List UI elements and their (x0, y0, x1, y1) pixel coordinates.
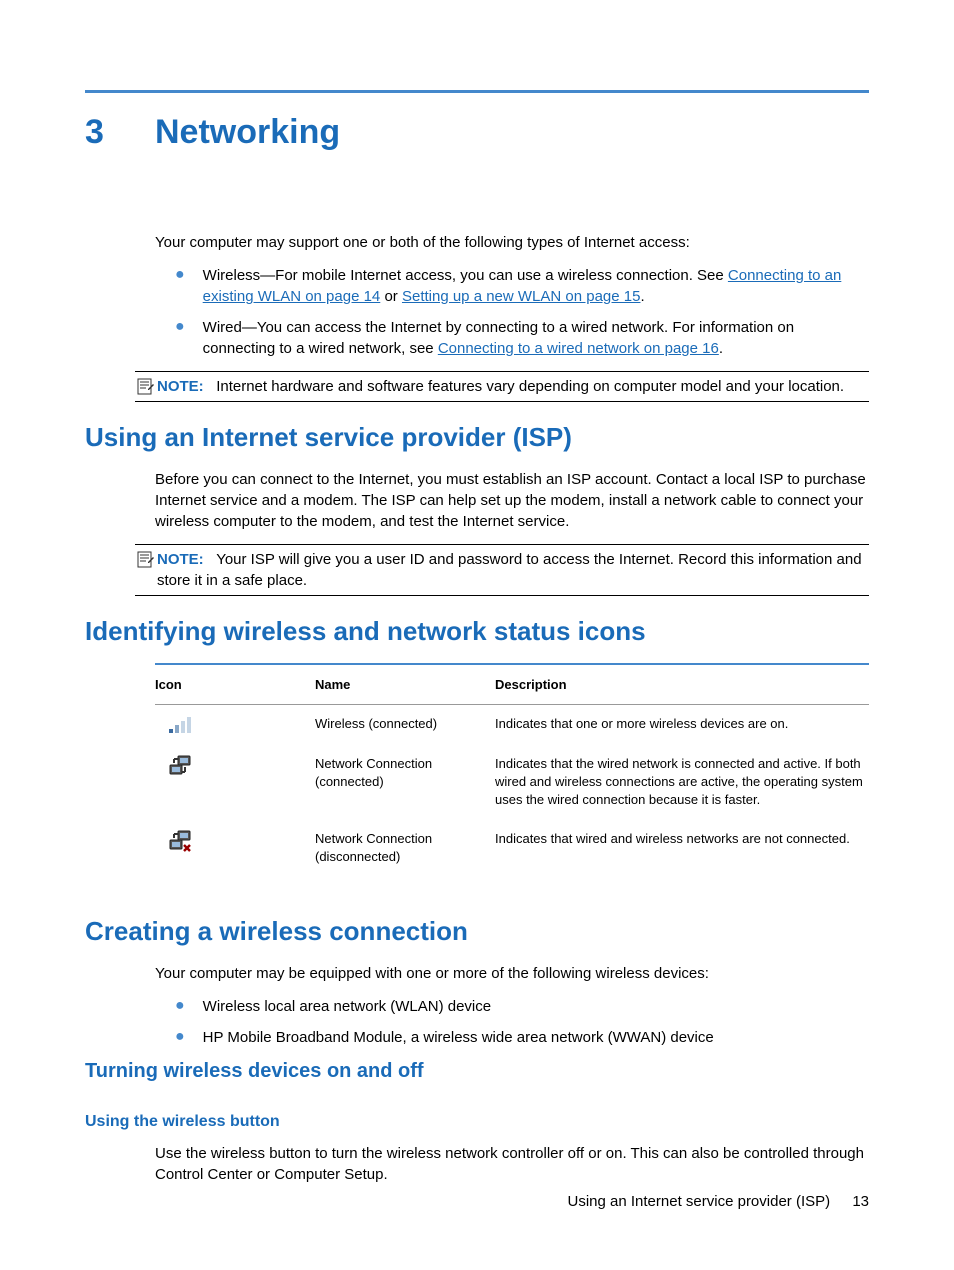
network-connected-icon (167, 755, 195, 779)
note-icon (135, 376, 155, 396)
list-item: ● Wired—You can access the Internet by c… (175, 317, 869, 359)
icon-description: Indicates that wired and wireless networ… (495, 820, 869, 876)
isp-heading: Using an Internet service provider (ISP) (85, 422, 869, 453)
chapter-heading: 3Networking (85, 113, 869, 152)
table-row: Network Connection (connected) Indicates… (155, 745, 869, 820)
wireless-sub2-heading: Using the wireless button (85, 1113, 869, 1131)
note-text: NOTE: Your ISP will give you a user ID a… (157, 549, 869, 591)
bullet-content: HP Mobile Broadband Module, a wireless w… (203, 1027, 869, 1048)
bullet-content: Wireless—For mobile Internet access, you… (203, 265, 869, 307)
isp-body: Before you can connect to the Internet, … (155, 469, 869, 532)
bullet-marker-icon: ● (175, 265, 185, 307)
chapter-title: Networking (155, 113, 340, 151)
col-name-header: Name (315, 665, 495, 705)
note-icon (135, 549, 155, 569)
table-row: Wireless (connected) Indicates that one … (155, 705, 869, 746)
note-label: NOTE: (157, 378, 204, 395)
icon-cell (155, 705, 315, 746)
icon-description: Indicates that one or more wireless devi… (495, 705, 869, 746)
footer-text: Using an Internet service provider (ISP) (568, 1193, 831, 1210)
bullet-content: Wired—You can access the Internet by con… (203, 317, 869, 359)
page-footer: Using an Internet service provider (ISP)… (568, 1193, 869, 1210)
wireless-sub2-body: Use the wireless button to turn the wire… (155, 1143, 869, 1185)
wireless-intro: Your computer may be equipped with one o… (155, 963, 869, 984)
note-label: NOTE: (157, 551, 204, 568)
wireless-bullet-list: ● Wireless local area network (WLAN) dev… (175, 996, 869, 1048)
bullet-marker-icon: ● (175, 996, 185, 1017)
icon-name: Network Connection (disconnected) (315, 820, 495, 876)
list-item: ● Wireless local area network (WLAN) dev… (175, 996, 869, 1017)
table-header-row: Icon Name Description (155, 665, 869, 705)
icon-name: Network Connection (connected) (315, 745, 495, 820)
page-number: 13 (852, 1193, 869, 1210)
bullet-content: Wireless local area network (WLAN) devic… (203, 996, 869, 1017)
list-item: ● Wireless—For mobile Internet access, y… (175, 265, 869, 307)
bullet-marker-icon: ● (175, 317, 185, 359)
bullet-marker-icon: ● (175, 1027, 185, 1048)
wireless-sub-heading: Turning wireless devices on and off (85, 1060, 869, 1083)
top-rule (85, 90, 869, 93)
list-item: ● HP Mobile Broadband Module, a wireless… (175, 1027, 869, 1048)
chapter-number: 3 (85, 113, 155, 152)
icons-table: Icon Name Description Wireless (connecte… (155, 663, 869, 876)
icon-name: Wireless (connected) (315, 705, 495, 746)
col-desc-header: Description (495, 665, 869, 705)
intro-text: Your computer may support one or both of… (155, 232, 869, 253)
note-block: NOTE: Internet hardware and software fea… (135, 371, 869, 402)
link-setup-wlan[interactable]: Setting up a new WLAN on page 15 (402, 288, 641, 305)
icon-cell (155, 820, 315, 876)
network-disconnected-icon (167, 830, 195, 854)
link-wired-network[interactable]: Connecting to a wired network on page 16 (438, 340, 719, 357)
icons-heading: Identifying wireless and network status … (85, 616, 869, 647)
wireless-heading: Creating a wireless connection (85, 916, 869, 947)
icon-description: Indicates that the wired network is conn… (495, 745, 869, 820)
col-icon-header: Icon (155, 665, 315, 705)
access-bullet-list: ● Wireless—For mobile Internet access, y… (175, 265, 869, 359)
table-row: Network Connection (disconnected) Indica… (155, 820, 869, 876)
wireless-connected-icon (167, 715, 193, 735)
icon-cell (155, 745, 315, 820)
note-text: NOTE: Internet hardware and software fea… (157, 376, 844, 397)
note-block: NOTE: Your ISP will give you a user ID a… (135, 544, 869, 596)
